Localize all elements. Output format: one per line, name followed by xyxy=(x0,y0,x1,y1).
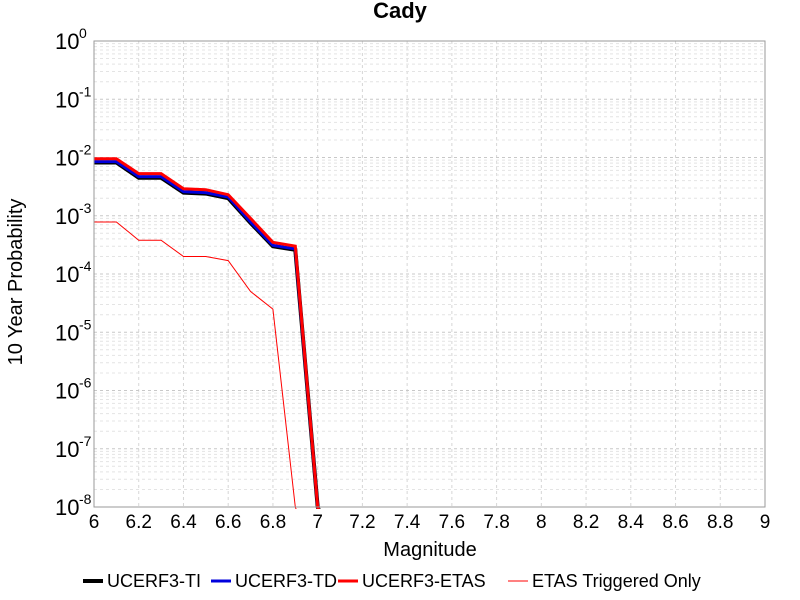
x-tick-label: 6 xyxy=(89,512,100,533)
x-tick-label: 6.8 xyxy=(260,512,286,533)
y-tick-exponent: -4 xyxy=(79,258,92,274)
y-tick-label: 10 0 xyxy=(55,25,87,54)
x-tick-label: 6.2 xyxy=(126,512,152,533)
y-tick-label: 10 -1 xyxy=(55,83,92,112)
y-tick-exponent: -3 xyxy=(79,200,92,216)
y-tick-label: 10 -7 xyxy=(55,433,92,462)
x-axis-label: Magnitude xyxy=(383,539,476,561)
legend-item: ETAS Triggered Only xyxy=(508,571,701,591)
y-axis-label: 10 Year Probability xyxy=(5,199,27,366)
series-line-3 xyxy=(94,221,297,509)
x-tick-label: 6.4 xyxy=(170,512,197,533)
y-tick-base: 10 xyxy=(55,320,79,345)
y-tick-base: 10 xyxy=(55,262,79,287)
y-tick-exponent: -1 xyxy=(79,83,92,99)
plot-frame xyxy=(93,40,766,508)
x-tick-label: 8.2 xyxy=(573,512,599,533)
x-tick-label: 7.8 xyxy=(483,512,509,533)
x-tick-label: 8.6 xyxy=(662,512,688,533)
legend: UCERF3-TI UCERF3-TD UCERF3-ETAS ETAS Trigge… xyxy=(83,571,701,591)
y-tick-label: 10 -2 xyxy=(55,142,92,171)
y-tick-label: 10 -4 xyxy=(55,258,92,287)
y-tick-label: 10 -3 xyxy=(55,200,92,229)
y-tick-base: 10 xyxy=(55,204,79,229)
legend-label: UCERF3-ETAS xyxy=(362,571,486,591)
x-tick-label: 8.8 xyxy=(707,512,733,533)
legend-label: UCERF3-TD xyxy=(235,571,337,591)
grid xyxy=(93,40,766,508)
chart-title: Cady xyxy=(373,0,428,23)
y-tick-exponent: -2 xyxy=(79,142,92,158)
y-tick-base: 10 xyxy=(55,495,79,520)
legend-item: UCERF3-TD xyxy=(211,571,337,591)
y-tick-exponent: 0 xyxy=(79,25,87,41)
legend-label: UCERF3-TI xyxy=(107,571,201,591)
y-tick-exponent: -5 xyxy=(79,316,92,332)
plot-lines xyxy=(94,157,321,509)
legend-item: UCERF3-TI xyxy=(83,571,201,591)
x-tick-label: 6.6 xyxy=(215,512,241,533)
legend-item: UCERF3-ETAS xyxy=(338,571,486,591)
x-tick-label: 7.6 xyxy=(439,512,465,533)
y-tick-exponent: -6 xyxy=(79,375,92,391)
y-tick-base: 10 xyxy=(55,29,79,54)
y-tick-label: 10 -5 xyxy=(55,316,92,345)
y-tick-exponent: -8 xyxy=(79,491,92,507)
x-tick-labels: 6 6.2 6.4 6.6 6.8 7 7.2 7.4 7.6 7.8 8 8.2 8.4 8.6 8.8 9 xyxy=(89,512,771,533)
x-tick-label: 9 xyxy=(760,512,771,533)
y-tick-base: 10 xyxy=(55,437,79,462)
y-tick-exponent: -7 xyxy=(79,433,92,449)
y-tick-label: 10 -8 xyxy=(55,491,92,520)
y-tick-base: 10 xyxy=(55,146,79,171)
y-tick-base: 10 xyxy=(55,87,79,112)
x-tick-label: 7 xyxy=(312,512,323,533)
x-tick-label: 7.4 xyxy=(394,512,421,533)
y-tick-base: 10 xyxy=(55,379,79,404)
x-tick-label: 7.2 xyxy=(349,512,375,533)
x-tick-label: 8 xyxy=(536,512,547,533)
y-tick-label: 10 -6 xyxy=(55,375,92,404)
x-tick-label: 8.4 xyxy=(618,512,645,533)
legend-label: ETAS Triggered Only xyxy=(532,571,701,591)
series-line-2 xyxy=(94,157,321,509)
